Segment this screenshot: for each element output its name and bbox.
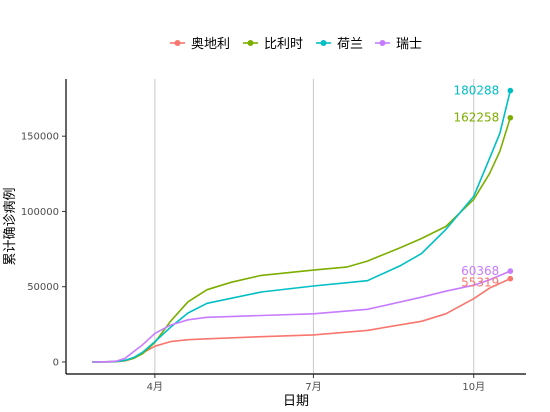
axes — [65, 79, 526, 375]
y-tick-label: 50000 — [27, 282, 59, 293]
series-end-point-1 — [507, 114, 514, 121]
legend-label-0: 奥地利 — [191, 37, 230, 52]
legend-key-point-3 — [379, 40, 386, 46]
y-axis-title: 累计确诊病例 — [3, 187, 18, 265]
x-axis-title: 日期 — [283, 394, 309, 409]
series-line-2 — [92, 90, 512, 363]
x-tick-label: 7月 — [305, 381, 321, 393]
series-end-label-0: 55319 — [461, 276, 499, 290]
legend-label-1: 比利时 — [264, 37, 303, 52]
series-end-label-3: 60368 — [461, 264, 499, 278]
y-tick-label: 100000 — [21, 207, 59, 218]
series-line-3 — [92, 270, 511, 363]
grid-lines — [154, 79, 475, 374]
x-tick-label: 4月 — [147, 381, 163, 393]
series-end-point-0 — [507, 275, 514, 282]
legend-key-point-0 — [174, 40, 181, 46]
series-lines — [92, 90, 512, 363]
series-end-point-3 — [507, 268, 514, 274]
series-end-label-1: 162258 — [454, 111, 500, 125]
legend-label-3: 瑞士 — [396, 37, 422, 52]
legend-label-2: 荷兰 — [337, 37, 363, 52]
y-axis-ticks: 0 50000 100000 150000 — [21, 132, 66, 368]
series-end-point-2 — [507, 87, 514, 94]
series-end-labels: 55319 162258 180288 60368 — [454, 84, 500, 290]
y-tick-label: 150000 — [21, 132, 59, 143]
legend-key-point-1 — [247, 40, 254, 46]
series-end-points — [507, 87, 514, 282]
legend-key-point-2 — [320, 40, 327, 46]
x-tick-label: 10月 — [462, 381, 485, 393]
legend: 奥地利 比利时 荷兰 瑞士 — [170, 37, 422, 52]
series-end-label-2: 180288 — [454, 84, 500, 98]
x-axis-ticks: 4月 7月 10月 — [147, 374, 485, 393]
y-tick-label: 0 — [53, 357, 59, 368]
